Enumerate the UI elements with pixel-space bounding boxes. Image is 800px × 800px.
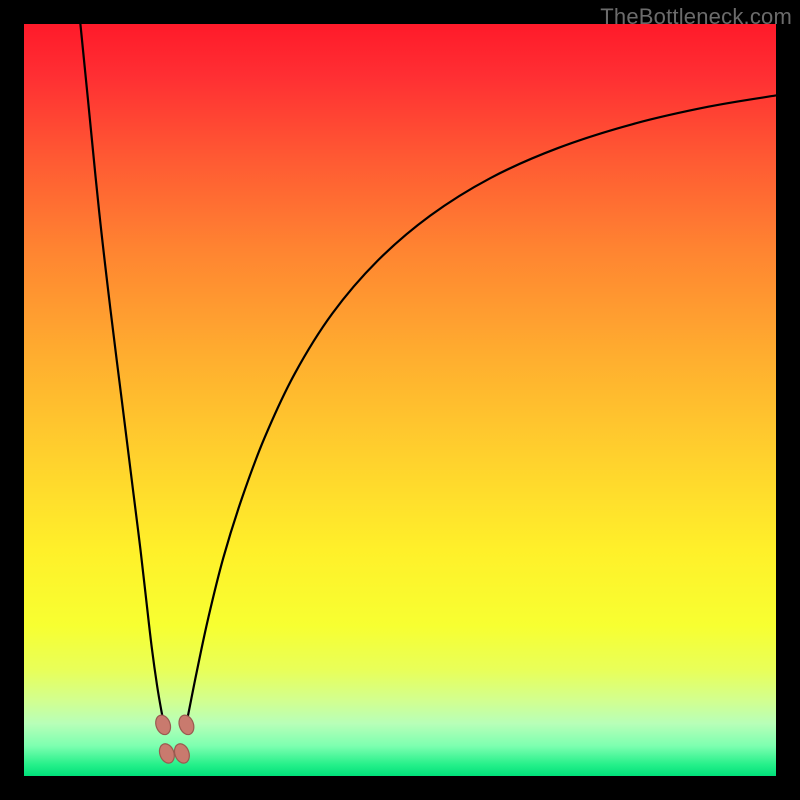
plot-area <box>24 24 776 776</box>
watermark-text: TheBottleneck.com <box>600 4 792 30</box>
chart-stage: TheBottleneck.com <box>0 0 800 800</box>
plot-svg <box>24 24 776 776</box>
gradient-background <box>24 24 776 776</box>
